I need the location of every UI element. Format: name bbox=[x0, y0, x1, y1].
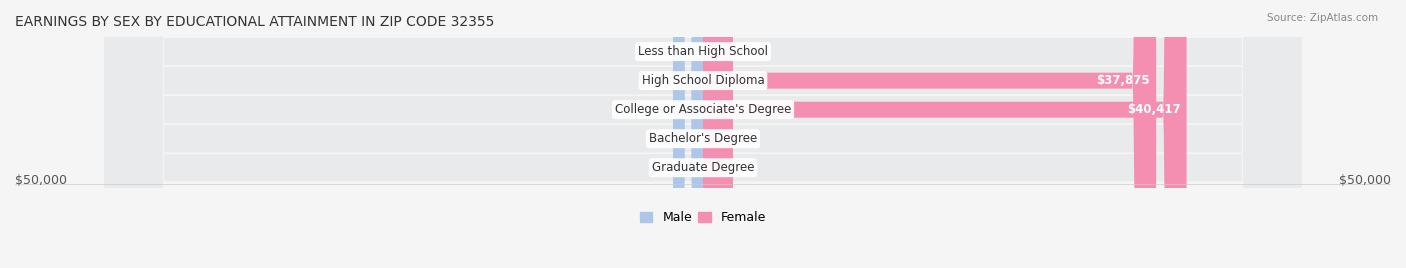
Text: EARNINGS BY SEX BY EDUCATIONAL ATTAINMENT IN ZIP CODE 32355: EARNINGS BY SEX BY EDUCATIONAL ATTAINMEN… bbox=[15, 15, 495, 29]
Text: $0: $0 bbox=[652, 132, 666, 145]
Text: $37,875: $37,875 bbox=[1097, 74, 1150, 87]
FancyBboxPatch shape bbox=[673, 0, 703, 268]
FancyBboxPatch shape bbox=[703, 0, 1187, 268]
Text: College or Associate's Degree: College or Associate's Degree bbox=[614, 103, 792, 116]
Text: $0: $0 bbox=[652, 161, 666, 174]
FancyBboxPatch shape bbox=[104, 0, 1302, 268]
FancyBboxPatch shape bbox=[703, 0, 733, 268]
FancyBboxPatch shape bbox=[703, 0, 733, 268]
Text: $0: $0 bbox=[652, 103, 666, 116]
Text: High School Diploma: High School Diploma bbox=[641, 74, 765, 87]
Text: $0: $0 bbox=[652, 74, 666, 87]
FancyBboxPatch shape bbox=[673, 0, 703, 268]
FancyBboxPatch shape bbox=[673, 0, 703, 268]
FancyBboxPatch shape bbox=[104, 0, 1302, 268]
FancyBboxPatch shape bbox=[673, 0, 703, 268]
FancyBboxPatch shape bbox=[673, 0, 703, 268]
Text: $0: $0 bbox=[740, 132, 754, 145]
FancyBboxPatch shape bbox=[104, 0, 1302, 268]
Text: Source: ZipAtlas.com: Source: ZipAtlas.com bbox=[1267, 13, 1378, 23]
Text: $50,000: $50,000 bbox=[1339, 174, 1391, 187]
FancyBboxPatch shape bbox=[703, 0, 733, 268]
FancyBboxPatch shape bbox=[104, 0, 1302, 268]
Text: $0: $0 bbox=[740, 45, 754, 58]
Text: $0: $0 bbox=[652, 45, 666, 58]
Text: Graduate Degree: Graduate Degree bbox=[652, 161, 754, 174]
Text: $0: $0 bbox=[740, 161, 754, 174]
FancyBboxPatch shape bbox=[703, 0, 1156, 268]
Legend: Male, Female: Male, Female bbox=[640, 211, 766, 224]
Text: Less than High School: Less than High School bbox=[638, 45, 768, 58]
Text: $50,000: $50,000 bbox=[15, 174, 67, 187]
Text: $40,417: $40,417 bbox=[1128, 103, 1181, 116]
Text: Bachelor's Degree: Bachelor's Degree bbox=[650, 132, 756, 145]
FancyBboxPatch shape bbox=[104, 0, 1302, 268]
